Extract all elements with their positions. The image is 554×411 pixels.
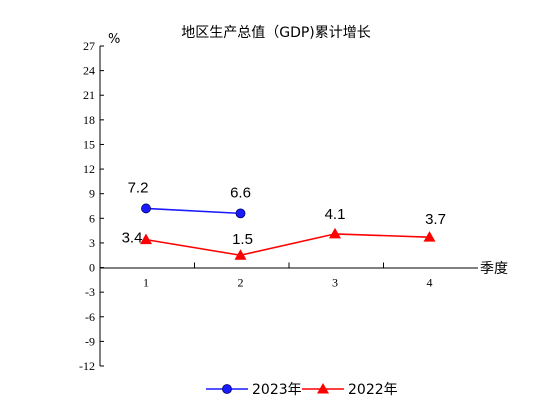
- series-2022年: 3.4 1.5 4.1 3.7: [122, 206, 446, 260]
- series-2023年: 7.2 6.6: [128, 179, 251, 219]
- data-point-legend-2022年: [317, 383, 329, 394]
- data-label: 6.6: [230, 184, 251, 201]
- data-point-2022年: [423, 231, 436, 242]
- x-axis-label: 季度: [480, 261, 508, 277]
- x-tick-label: 3: [332, 276, 338, 290]
- legend-label: 2022年: [348, 382, 398, 398]
- data-label: 4.1: [325, 206, 346, 223]
- y-tick-label: 24: [83, 64, 95, 78]
- data-point-2022年: [234, 249, 247, 260]
- y-tick-label: -9: [85, 334, 95, 348]
- x-tick-label: 1: [143, 276, 149, 290]
- y-axis-ticks: 27 24 21 18 15 12 9 6 3 0 -3 -6 -9 -12: [79, 39, 104, 373]
- chart-title: 地区生产总值（GDP)累计增长: [181, 25, 371, 41]
- legend-item-2022年: 2022年: [302, 382, 398, 398]
- data-label: 3.4: [122, 230, 143, 247]
- data-label: 3.7: [425, 211, 446, 228]
- y-tick-label: 0: [89, 261, 95, 275]
- series-line-2023年: [145, 207, 241, 215]
- data-point-2022年: [329, 227, 341, 239]
- y-tick-label: 18: [83, 113, 95, 127]
- data-label: 1.5: [232, 231, 253, 248]
- y-tick-label: 6: [89, 211, 95, 225]
- y-tick-label: 27: [83, 39, 95, 53]
- x-tick-label: 2: [238, 276, 244, 290]
- data-point-legend-2023年: [222, 384, 232, 394]
- legend-item-2023年: 2023年: [206, 382, 302, 398]
- y-tick-label: 12: [83, 162, 95, 176]
- data-point-2023年: [141, 203, 151, 214]
- y-tick-label: -12: [79, 359, 95, 373]
- series-layer: 7.2 6.6 3.4 1.5 4.1 3.7: [122, 179, 446, 260]
- data-label: 7.2: [128, 179, 149, 196]
- legend: 2023年 2022年: [206, 382, 398, 398]
- x-tick-label: 4: [427, 276, 433, 290]
- y-tick-label: 15: [83, 137, 95, 151]
- y-tick-label: -3: [85, 285, 95, 299]
- y-tick-label: 9: [89, 187, 95, 201]
- x-axis-ticks: 1 2 3 4: [143, 262, 433, 290]
- y-axis-unit-label: %: [108, 32, 120, 47]
- data-point-2022年: [140, 233, 152, 245]
- data-point-2023年: [235, 208, 246, 219]
- y-tick-label: 3: [89, 236, 95, 250]
- series-line-2022年: [145, 233, 430, 257]
- y-tick-label: 21: [83, 88, 95, 102]
- legend-label: 2023年: [252, 382, 302, 398]
- y-tick-label: -6: [85, 310, 95, 324]
